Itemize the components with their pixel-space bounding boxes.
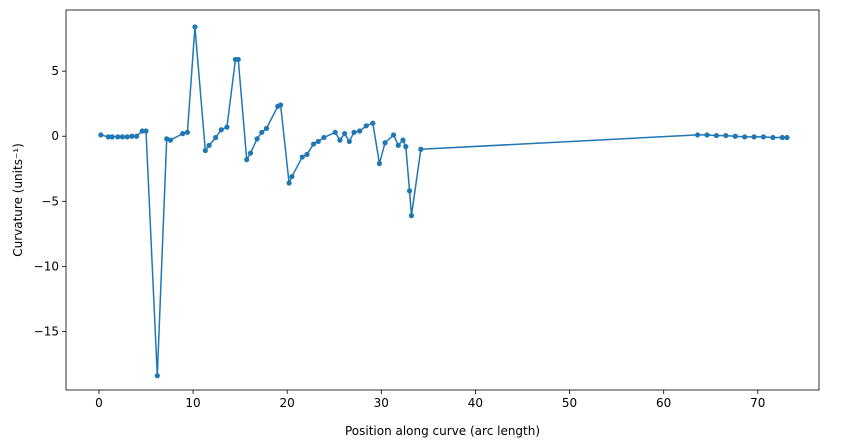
x-axis-label: Position along curve (arc length) — [345, 424, 540, 438]
data-point — [337, 137, 343, 143]
y-axis-label: Curvature (units⁻¹) — [11, 143, 25, 257]
data-point — [694, 132, 701, 138]
data-point — [784, 134, 790, 141]
y-tick-label: −15 — [34, 324, 59, 338]
data-point — [278, 102, 284, 108]
data-point — [206, 142, 212, 148]
data-point — [351, 129, 357, 135]
data-point — [704, 132, 710, 138]
x-tick-label: 50 — [562, 396, 577, 410]
data-point — [321, 134, 327, 141]
data-point — [315, 138, 321, 145]
data-point — [202, 147, 208, 154]
data-point — [304, 151, 310, 158]
data-point — [732, 133, 738, 139]
data-point — [263, 125, 270, 132]
y-tick-label: −10 — [34, 259, 59, 273]
data-point — [119, 134, 126, 140]
x-tick-label: 0 — [95, 396, 103, 410]
data-point — [154, 373, 160, 379]
data-point — [247, 150, 254, 156]
data-point — [400, 137, 406, 143]
data-point — [167, 137, 174, 143]
data-point — [376, 160, 383, 167]
plot-area — [98, 24, 790, 379]
data-point — [286, 180, 292, 186]
data-point — [115, 134, 121, 140]
x-tick-label: 40 — [468, 396, 483, 410]
x-tick-label: 30 — [374, 396, 389, 410]
y-tick-label: −5 — [41, 194, 59, 208]
data-point — [98, 132, 104, 138]
data-point — [723, 132, 729, 139]
data-point — [139, 128, 145, 134]
data-point — [180, 131, 186, 137]
data-point — [129, 133, 135, 139]
data-point — [342, 131, 348, 137]
data-point — [346, 138, 352, 145]
data-point — [310, 141, 317, 147]
data-point — [124, 134, 130, 140]
data-point — [259, 129, 265, 135]
data-point — [363, 123, 369, 129]
data-point — [418, 146, 424, 152]
y-tick-label: 0 — [51, 129, 59, 143]
data-point — [289, 173, 295, 180]
data-point — [299, 154, 305, 160]
data-point — [713, 132, 720, 139]
data-point — [133, 133, 140, 139]
data-point — [770, 134, 776, 141]
data-point — [224, 124, 230, 130]
data-point — [192, 24, 198, 30]
x-tick-label: 60 — [656, 396, 671, 410]
y-axis-ticks: −15 −10 −5 0 5 — [34, 64, 66, 338]
y-tick-label: 5 — [51, 64, 59, 78]
data-point — [742, 134, 748, 140]
x-tick-label: 20 — [280, 396, 295, 410]
data-point — [760, 134, 767, 140]
data-point — [213, 134, 219, 141]
data-point — [779, 134, 785, 141]
data-point — [357, 128, 363, 134]
data-point — [395, 142, 401, 148]
data-point — [403, 144, 409, 150]
data-point — [332, 129, 338, 135]
data-point — [382, 140, 388, 146]
axes-frame — [65, 9, 820, 391]
data-point — [109, 134, 115, 140]
data-point — [370, 120, 376, 126]
data-point — [406, 188, 413, 194]
data-point — [218, 127, 224, 133]
series-line — [100, 26, 787, 377]
data-point — [751, 134, 757, 140]
data-point — [244, 157, 250, 163]
data-point — [143, 128, 149, 134]
data-point — [105, 134, 111, 140]
x-axis-ticks: 0 10 20 30 40 50 60 70 — [95, 390, 765, 410]
x-tick-label: 10 — [185, 396, 200, 410]
data-point — [235, 56, 241, 63]
data-point — [408, 213, 415, 219]
x-tick-label: 70 — [750, 396, 765, 410]
data-point — [184, 129, 191, 135]
data-point — [390, 132, 397, 138]
data-point — [254, 136, 260, 142]
